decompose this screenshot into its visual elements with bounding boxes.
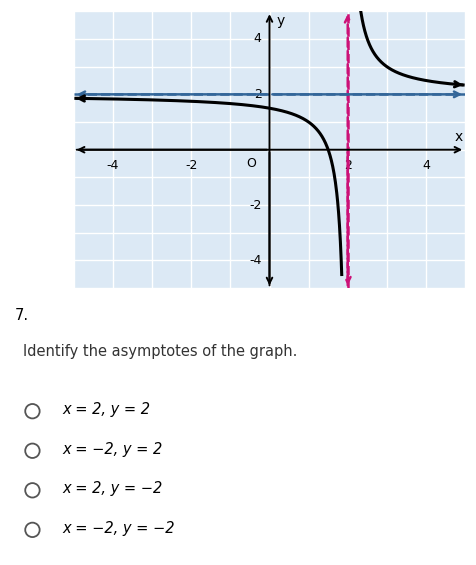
Text: 4: 4 [253,32,261,46]
Text: -2: -2 [249,198,261,212]
Text: 2: 2 [343,159,351,172]
Text: x: x [454,129,462,144]
Text: y: y [276,14,284,28]
Text: x = 2, y = −2: x = 2, y = −2 [62,481,162,496]
Text: 4: 4 [421,159,429,172]
Text: -4: -4 [249,254,261,267]
Text: x = 2, y = 2: x = 2, y = 2 [62,402,149,417]
Text: -2: -2 [185,159,197,172]
Text: O: O [246,157,255,170]
Text: Identify the asymptotes of the graph.: Identify the asymptotes of the graph. [23,344,297,359]
Text: x = −2, y = −2: x = −2, y = −2 [62,521,174,536]
Text: -4: -4 [107,159,119,172]
Text: 7.: 7. [14,308,29,323]
Text: x = −2, y = 2: x = −2, y = 2 [62,442,162,457]
Text: 2: 2 [253,88,261,101]
